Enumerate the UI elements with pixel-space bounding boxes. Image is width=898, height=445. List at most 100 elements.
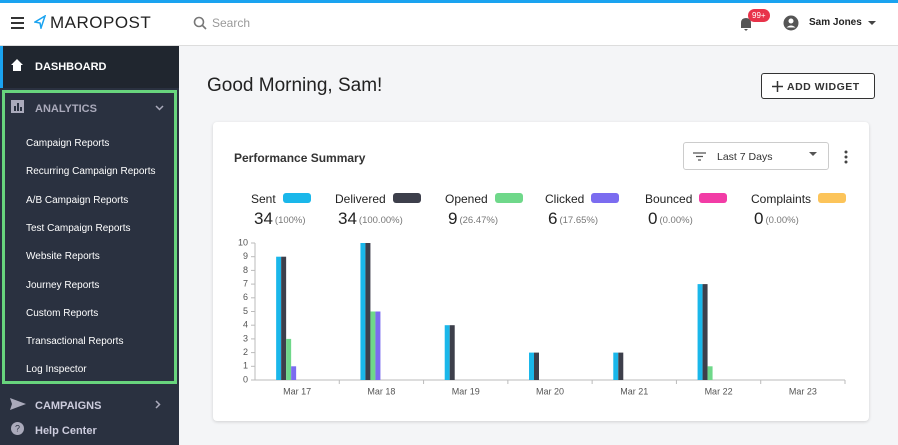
- menu-icon[interactable]: [11, 17, 25, 29]
- campaigns-icon: [10, 398, 26, 410]
- y-tick-label: 0: [243, 374, 248, 384]
- nav-item[interactable]: Transactional Reports: [26, 336, 124, 348]
- chevron: [155, 400, 161, 409]
- y-tick-label: 5: [243, 306, 248, 316]
- legend-label: Sent: [251, 192, 276, 206]
- add-widget-button[interactable]: ADD WIDGET: [761, 73, 875, 99]
- legend-label: Clicked: [545, 192, 585, 206]
- caret: [868, 21, 876, 25]
- summary-percent: (26.47%): [459, 215, 499, 226]
- summary-percent: (17.65%): [559, 215, 599, 226]
- bar: [370, 311, 376, 380]
- date-filter[interactable]: Last 7 Days: [683, 142, 829, 170]
- legend-label: Complaints: [751, 192, 812, 206]
- x-tick-label: Mar 18: [367, 386, 395, 396]
- summary-total: 34: [338, 209, 357, 228]
- summary-total: 0: [754, 209, 764, 228]
- nav-item[interactable]: Campaign Reports: [26, 138, 110, 149]
- legend-label: Delivered: [335, 192, 386, 206]
- summary-total: 6: [548, 209, 558, 228]
- nav-campaigns[interactable]: CAMPAIGNS: [35, 400, 102, 412]
- date-filter-label: Last 7 Days: [717, 151, 773, 163]
- legend-swatch: [591, 193, 620, 203]
- summary-total: 9: [448, 209, 458, 228]
- user-name[interactable]: Sam Jones: [809, 17, 862, 28]
- bar: [291, 366, 297, 380]
- bar: [534, 352, 539, 380]
- add-widget-label: ADD WIDGET: [787, 81, 860, 93]
- card-title: Performance Summary: [234, 151, 366, 165]
- analytics-icon: [11, 100, 24, 113]
- nav-item[interactable]: Journey Reports: [26, 279, 100, 291]
- nav-item[interactable]: Recurring Campaign Reports: [26, 166, 156, 178]
- bar: [375, 311, 381, 380]
- bar: [707, 366, 713, 380]
- x-tick-label: Mar 19: [452, 386, 480, 396]
- legend-label: Bounced: [645, 192, 693, 206]
- bell-icon[interactable]: [739, 16, 753, 32]
- summary-percent: (0.00%): [659, 215, 693, 226]
- nav-item[interactable]: Custom Reports: [26, 307, 99, 319]
- y-tick-label: 4: [243, 320, 248, 330]
- home-icon: [11, 59, 23, 71]
- search-icon: [193, 16, 207, 30]
- legend-swatch: [392, 193, 421, 203]
- summary-percent: (0.00%): [765, 215, 799, 226]
- help-icon: ?: [11, 422, 24, 435]
- bar: [618, 352, 624, 380]
- bar: [449, 325, 455, 380]
- y-tick-label: 2: [243, 347, 248, 357]
- y-tick-label: 9: [243, 251, 248, 261]
- bar: [613, 352, 619, 380]
- nav-item[interactable]: Log Inspector: [26, 364, 87, 376]
- bar: [365, 243, 371, 380]
- x-tick-label: Mar 23: [789, 386, 817, 396]
- x-tick-label: Mar 17: [283, 386, 311, 396]
- nav-analytics[interactable]: ANALYTICS: [35, 103, 97, 115]
- bar: [529, 352, 534, 380]
- bar: [444, 325, 450, 380]
- nav-dashboard[interactable]: DASHBOARD: [35, 61, 107, 73]
- bar: [286, 338, 292, 380]
- logo-icon: [34, 15, 46, 29]
- sidebar: DASHBOARD ANALYTICS Campaign Reports Recu…: [0, 46, 179, 445]
- nav-help[interactable]: Help Center: [35, 425, 97, 437]
- dashboard-row[interactable]: [0, 46, 179, 88]
- x-tick-label: Mar 22: [705, 386, 733, 396]
- summary-total: 0: [648, 209, 658, 228]
- more-icon[interactable]: [844, 150, 848, 164]
- x-tick-label: Mar 20: [536, 386, 564, 396]
- bar: [276, 256, 282, 380]
- chevron: [155, 105, 164, 111]
- x-tick-label: Mar 21: [620, 386, 648, 396]
- search-input[interactable]: Search: [212, 16, 251, 30]
- plus-icon: [772, 81, 783, 92]
- summary-percent: (100%): [274, 215, 306, 226]
- chart: 0 1 2 3 4 5 6 7 8 9 10 Mar 17 Mar 18 Mar 19 Mar 20 Mar …: [238, 237, 846, 396]
- user-icon[interactable]: [783, 15, 799, 31]
- bar: [281, 256, 287, 380]
- summary-percent: (100.00%): [358, 215, 403, 226]
- header: MAROPOST Search 99+ Sam Jones: [0, 0, 898, 46]
- legend-swatch: [494, 193, 523, 203]
- bar: [697, 284, 703, 380]
- nav-item[interactable]: Website Reports: [26, 251, 100, 263]
- greeting: Good Morning, Sam!: [207, 75, 383, 96]
- filter-icon: [693, 152, 706, 161]
- bar: [360, 243, 366, 380]
- svg-text:?: ?: [15, 423, 20, 433]
- analytics-highlight: [2, 90, 177, 384]
- performance-card: Performance Summary Last 7 Days Sent 34 (1…: [213, 122, 869, 421]
- nav-item[interactable]: Test Campaign Reports: [26, 222, 131, 234]
- legend-swatch: [699, 193, 728, 203]
- y-tick-label: 3: [243, 333, 248, 343]
- caret: [809, 152, 817, 156]
- summary-total: 34: [254, 209, 273, 228]
- bar: [702, 284, 708, 380]
- legend-label: Opened: [445, 192, 488, 206]
- y-tick-label: 10: [238, 237, 248, 247]
- legend-swatch: [282, 193, 311, 203]
- y-tick-label: 7: [243, 278, 248, 288]
- y-tick-label: 8: [243, 265, 248, 275]
- nav-item[interactable]: A/B Campaign Reports: [26, 194, 129, 206]
